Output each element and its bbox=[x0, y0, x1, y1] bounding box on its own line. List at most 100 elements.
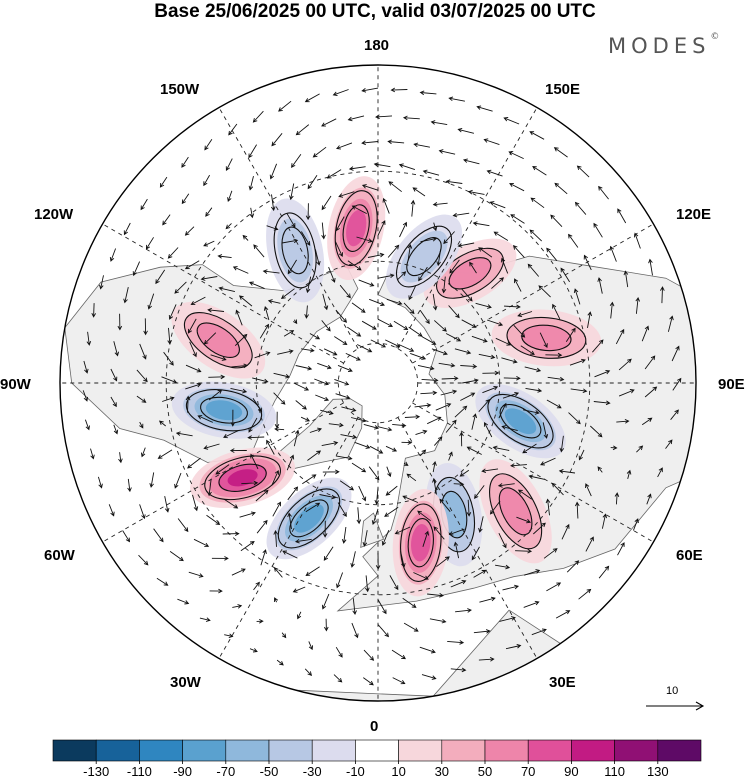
wind-arrow bbox=[501, 357, 518, 364]
wind-arrow bbox=[381, 530, 390, 546]
wind-arrow bbox=[321, 320, 331, 332]
graticule bbox=[60, 65, 696, 701]
wind-arrow bbox=[432, 477, 437, 495]
wind-arrow bbox=[211, 556, 229, 561]
wind-arrow bbox=[592, 339, 604, 353]
wind-arrow bbox=[338, 191, 355, 198]
wind-arrow bbox=[570, 388, 588, 394]
wind-arrow bbox=[452, 212, 470, 218]
wind-arrow bbox=[321, 195, 332, 211]
wind-arrow bbox=[347, 115, 365, 122]
wind-arrow bbox=[230, 409, 236, 427]
wind-arrow bbox=[209, 588, 223, 594]
wind-arrow bbox=[273, 529, 278, 547]
wind-arrow bbox=[597, 466, 603, 473]
wind-arrow bbox=[321, 440, 339, 447]
wind-arrow bbox=[256, 519, 268, 534]
wind-arrow bbox=[139, 421, 144, 429]
wind-arrow bbox=[167, 247, 179, 259]
land-mass bbox=[277, 398, 363, 470]
wind-arrow bbox=[82, 390, 89, 402]
wind-arrow bbox=[510, 463, 527, 468]
wind-arrow bbox=[339, 284, 351, 299]
wind-arrow bbox=[657, 467, 663, 478]
wind-arrow bbox=[99, 275, 104, 290]
wind-arrow bbox=[143, 318, 148, 336]
wind-arrow bbox=[301, 348, 315, 353]
wind-arrow bbox=[249, 648, 258, 653]
wind-arrow bbox=[438, 149, 456, 155]
wind-arrow bbox=[231, 568, 246, 576]
wind-arrow bbox=[413, 572, 429, 580]
wind-arrow bbox=[553, 147, 568, 158]
wind-arrow bbox=[594, 369, 611, 378]
wind-arrow bbox=[307, 174, 318, 190]
wind-arrow bbox=[348, 166, 366, 171]
wind-arrow bbox=[388, 181, 402, 193]
wind-arrow bbox=[363, 423, 380, 430]
wind-arrow bbox=[362, 530, 368, 547]
wind-arrow bbox=[266, 439, 275, 455]
wind-arrow bbox=[368, 466, 380, 481]
wind-arrow bbox=[217, 254, 232, 259]
wind-arrow bbox=[453, 541, 460, 559]
wind-arrow bbox=[283, 330, 295, 337]
wind-arrow bbox=[361, 184, 379, 191]
wind-arrow bbox=[227, 190, 233, 202]
wind-arrow bbox=[266, 225, 279, 231]
wind-arrow bbox=[297, 611, 302, 620]
wind-arrow bbox=[370, 339, 387, 348]
wind-arrow bbox=[472, 221, 490, 227]
colorbar-swatch bbox=[614, 739, 659, 762]
wind-arrow bbox=[361, 87, 379, 93]
wind-arrow bbox=[324, 618, 329, 632]
meridian bbox=[412, 402, 654, 543]
wind-arrow bbox=[422, 530, 430, 547]
wind-arrow bbox=[335, 646, 343, 658]
wind-arrow bbox=[169, 551, 184, 562]
colorbar-tick-label: -10 bbox=[345, 764, 365, 779]
wind-arrow bbox=[350, 417, 367, 423]
colorbar-tick-label: -130 bbox=[83, 764, 110, 779]
map-border bbox=[59, 64, 697, 702]
wind-arrow bbox=[641, 325, 650, 342]
wind-arrow bbox=[323, 546, 334, 561]
wind-arrow bbox=[286, 454, 295, 471]
wind-arrow bbox=[83, 360, 89, 374]
wind-arrow bbox=[499, 616, 516, 622]
meridian bbox=[397, 417, 538, 659]
wind-arrow bbox=[377, 318, 394, 328]
wind-arrow bbox=[252, 377, 269, 384]
wind-arrow bbox=[271, 469, 280, 486]
wind-arrow bbox=[225, 223, 232, 230]
wind-arrow bbox=[410, 199, 416, 217]
wind-arrow bbox=[545, 498, 551, 516]
wind-arrow bbox=[232, 266, 249, 274]
wind-arrow bbox=[445, 333, 462, 342]
wind-arrow bbox=[117, 313, 123, 331]
wind-arrow bbox=[560, 267, 570, 283]
wind-arrow bbox=[139, 504, 146, 520]
wind-arrow bbox=[593, 400, 611, 406]
wind-arrow bbox=[185, 364, 202, 373]
wind-arrow bbox=[568, 412, 581, 425]
wind-arrow bbox=[493, 231, 509, 241]
wind-arrow bbox=[587, 311, 593, 328]
wind-arrow bbox=[162, 396, 175, 402]
wind-arrow bbox=[321, 593, 330, 610]
lon-label-150e: 150E bbox=[545, 81, 581, 98]
wind-arrow bbox=[589, 425, 603, 438]
wind-arrow bbox=[478, 516, 484, 533]
wind-arrow bbox=[436, 556, 450, 568]
wind-arrow bbox=[255, 489, 269, 502]
wind-arrow bbox=[427, 593, 444, 598]
wind-arrow bbox=[164, 496, 170, 513]
wind-arrow bbox=[192, 494, 199, 512]
wind-arrow bbox=[598, 185, 609, 200]
wind-arrow bbox=[585, 536, 594, 552]
wind-arrow bbox=[417, 510, 431, 522]
wind-arrow bbox=[522, 443, 537, 454]
wind-arrow bbox=[267, 299, 281, 304]
wind-arrow bbox=[271, 133, 283, 147]
wind-arrow bbox=[260, 549, 267, 566]
